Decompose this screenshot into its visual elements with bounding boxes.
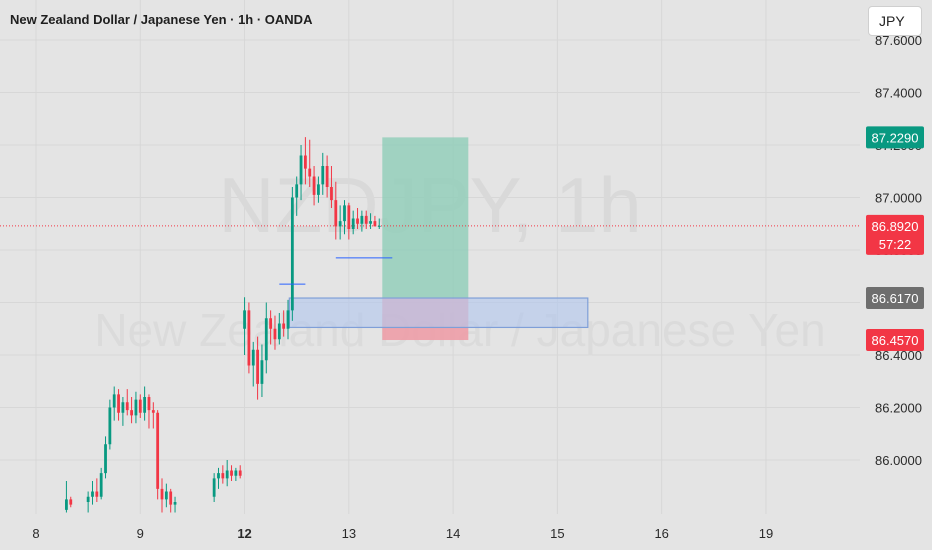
candle-body[interactable] [117, 394, 120, 413]
candle-body[interactable] [238, 470, 242, 476]
time-axis-label: 19 [759, 526, 773, 541]
candle-body[interactable] [91, 491, 94, 497]
candle-body[interactable] [338, 221, 342, 227]
entry-price-tag-price: 86.6170 [872, 291, 919, 306]
candle-body[interactable] [377, 225, 381, 227]
candle-body[interactable] [212, 478, 216, 497]
target-zone[interactable] [382, 137, 469, 299]
candle-body[interactable] [347, 205, 351, 229]
stop-price-tag-background[interactable] [866, 329, 924, 352]
entry-price-tag-background[interactable] [866, 287, 924, 310]
candle-body[interactable] [299, 155, 303, 185]
current-price-tag-countdown: 57:22 [879, 237, 912, 252]
candle-body[interactable] [243, 310, 246, 329]
overlay-layer [279, 257, 393, 285]
candle-body[interactable] [264, 318, 268, 361]
target-price-tag-price: 87.2290 [872, 130, 919, 145]
candle-body[interactable] [317, 184, 320, 195]
candle-body[interactable] [273, 328, 277, 340]
candle-body[interactable] [221, 473, 225, 479]
candle-body[interactable] [356, 218, 359, 224]
candle-body[interactable] [164, 491, 168, 500]
candle-body[interactable] [321, 166, 325, 185]
candle-body[interactable] [108, 407, 112, 445]
candle-body[interactable] [364, 215, 368, 224]
candle-body[interactable] [151, 410, 155, 413]
candle-body[interactable] [143, 397, 147, 413]
candle-body[interactable] [138, 399, 142, 413]
time-axis-label: 13 [342, 526, 356, 541]
candle-body[interactable] [312, 176, 316, 195]
candle-body[interactable] [99, 473, 103, 497]
candle-layer [65, 137, 381, 513]
currency-button[interactable]: JPY [868, 6, 922, 36]
candle-body[interactable] [303, 155, 307, 169]
drawing-layer [0, 137, 860, 341]
candle-body[interactable] [156, 412, 160, 489]
time-axis-label: 8 [32, 526, 39, 541]
time-axis-label: 15 [550, 526, 564, 541]
time-axis-label: 9 [137, 526, 144, 541]
candle-body[interactable] [86, 496, 90, 502]
candle-body[interactable] [147, 397, 151, 411]
candle-body[interactable] [169, 491, 173, 505]
stop-price-tag-price: 86.4570 [872, 333, 919, 348]
candle-body[interactable] [282, 323, 286, 329]
price-axis-label: 87.4000 [875, 86, 922, 101]
time-axis-label: 12 [237, 526, 251, 541]
candle-body[interactable] [234, 470, 238, 476]
candle-body[interactable] [65, 499, 68, 510]
candle-body[interactable] [130, 410, 133, 416]
price-axis-label: 87.0000 [875, 191, 922, 206]
price-axis-label: 86.2000 [875, 401, 922, 416]
candle-body[interactable] [125, 402, 129, 411]
current-price-tag-price: 86.8920 [872, 219, 919, 234]
candle-body[interactable] [260, 360, 264, 384]
candle-body[interactable] [330, 187, 333, 201]
candle-body[interactable] [277, 323, 281, 340]
candle-body[interactable] [360, 215, 364, 224]
candle-body[interactable] [325, 166, 329, 187]
candle-body[interactable] [351, 218, 355, 230]
candle-body[interactable] [286, 310, 290, 329]
candle-body[interactable] [230, 470, 233, 476]
candle-body[interactable] [160, 488, 164, 500]
candle-body[interactable] [295, 184, 299, 198]
candle-body[interactable] [95, 491, 99, 497]
candle-body[interactable] [217, 473, 220, 479]
candle-body[interactable] [269, 318, 273, 329]
candle-body[interactable] [69, 499, 73, 505]
price-label-layer: 87.2290 86.8920 57:22 86.6170 86.4570 [866, 126, 924, 352]
candle-body[interactable] [256, 349, 259, 384]
demand-zone-rectangle[interactable] [288, 297, 589, 329]
price-axis-label: 87.6000 [875, 33, 922, 48]
candle-body[interactable] [373, 221, 377, 227]
price-axis-label: 86.0000 [875, 453, 922, 468]
candle-body[interactable] [134, 399, 138, 416]
candle-body[interactable] [112, 394, 116, 408]
candle-body[interactable] [173, 502, 177, 505]
candle-body[interactable] [104, 444, 107, 474]
candle-body[interactable] [251, 349, 255, 366]
candle-body[interactable] [290, 197, 294, 311]
candle-body[interactable] [343, 205, 346, 222]
candle-body[interactable] [121, 402, 125, 413]
current-price-tag-background[interactable] [866, 214, 924, 255]
candle-body[interactable] [247, 310, 251, 366]
time-axis-label: 16 [654, 526, 668, 541]
candle-body[interactable] [334, 200, 338, 227]
candle-body[interactable] [308, 168, 312, 177]
time-axis[interactable]: 8 9 12 13 14 15 16 19 [32, 526, 773, 541]
time-axis-label: 14 [446, 526, 460, 541]
chart-title: New Zealand Dollar / Japanese Yen · 1h ·… [10, 12, 313, 27]
target-price-tag-background[interactable] [866, 126, 924, 149]
candle-body[interactable] [369, 221, 372, 224]
price-axis-label: 86.4000 [875, 348, 922, 363]
candle-body[interactable] [225, 470, 229, 479]
